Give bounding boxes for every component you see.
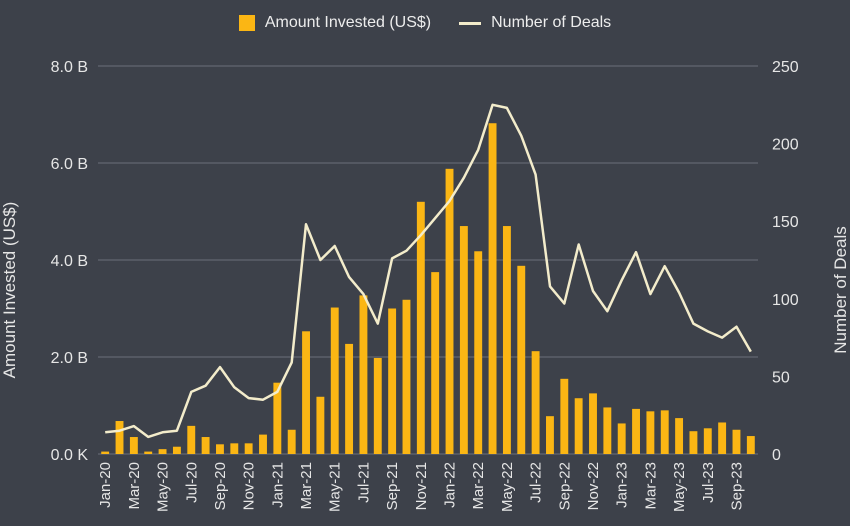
legend-item-amount: Amount Invested (US$) — [238, 14, 432, 32]
bar — [459, 226, 468, 454]
x-tick-label: May-23 — [671, 462, 688, 512]
x-tick-label: Jul-20 — [183, 462, 200, 503]
bar — [574, 398, 583, 454]
bar — [287, 429, 296, 454]
x-tick-label: Nov-22 — [585, 462, 602, 510]
bar — [531, 351, 540, 454]
bar — [718, 422, 727, 454]
bar — [603, 407, 612, 454]
x-tick-label: Jan-22 — [442, 462, 459, 508]
bar — [172, 446, 181, 454]
bar — [244, 443, 253, 454]
bar — [144, 451, 153, 454]
bar — [517, 265, 526, 454]
bar — [632, 408, 640, 454]
right-tick-label: 100 — [772, 292, 799, 309]
chart-legend: Amount Invested (US$) Number of Deals — [0, 14, 850, 32]
bar — [589, 393, 597, 454]
right-axis-title: Number of Deals — [831, 226, 850, 354]
legend-label-amount: Amount Invested (US$) — [264, 14, 432, 31]
x-tick-label: Mar-22 — [470, 462, 487, 510]
bar — [416, 201, 425, 454]
right-tick-label: 0 — [772, 447, 781, 464]
x-tick-label: May-21 — [327, 462, 344, 512]
x-tick-label: Mar-23 — [642, 462, 659, 510]
bar — [115, 421, 124, 454]
bar — [373, 357, 382, 454]
x-tick-label: Nov-20 — [241, 462, 258, 510]
bar — [646, 411, 655, 454]
x-tick-label: Jan-23 — [614, 462, 631, 508]
left-tick-label: 6.0 B — [51, 156, 88, 173]
bar — [359, 295, 368, 454]
bar — [259, 434, 267, 454]
right-tick-label: 150 — [772, 214, 799, 231]
left-tick-label: 0.0 K — [51, 447, 89, 464]
bar — [216, 444, 224, 454]
x-tick-label: Jan-21 — [269, 462, 286, 508]
left-tick-label: 2.0 B — [51, 350, 88, 367]
legend-swatch-bar — [238, 15, 255, 31]
right-tick-label: 250 — [772, 59, 799, 76]
bar — [488, 123, 497, 454]
x-tick-label: Nov-21 — [413, 462, 430, 510]
bar — [474, 251, 483, 454]
bar — [689, 431, 698, 454]
x-tick-label: Sep-20 — [212, 462, 229, 510]
x-tick-label: May-20 — [155, 462, 172, 512]
bar — [273, 382, 282, 454]
bar — [675, 418, 684, 454]
bar — [703, 428, 712, 454]
bar — [546, 416, 554, 454]
bar — [345, 343, 354, 454]
right-tick-label: 200 — [772, 137, 799, 154]
x-tick-label: Jul-22 — [528, 462, 545, 503]
bar — [316, 396, 325, 454]
bar — [187, 425, 196, 454]
left-axis-title: Amount Invested (US$) — [0, 202, 19, 379]
bar — [302, 331, 310, 454]
right-tick-label: 50 — [772, 369, 790, 386]
left-tick-label: 8.0 B — [51, 59, 88, 76]
legend-item-deals: Number of Deals — [459, 14, 611, 32]
bar — [129, 437, 138, 454]
legend-swatch-line — [459, 21, 482, 25]
bar — [402, 299, 411, 454]
deals-line — [105, 103, 752, 439]
bar — [560, 378, 569, 454]
bar — [732, 429, 741, 454]
bar — [660, 410, 669, 454]
bar — [230, 443, 239, 454]
bar — [158, 449, 167, 454]
left-tick-label: 4.0 B — [51, 253, 88, 270]
x-tick-label: Mar-20 — [126, 462, 143, 510]
x-tick-label: May-22 — [499, 462, 516, 512]
x-tick-label: Mar-21 — [298, 462, 315, 510]
bar — [445, 168, 454, 454]
x-tick-label: Sep-22 — [556, 462, 573, 510]
bar — [617, 423, 626, 454]
bar — [330, 307, 339, 454]
x-tick-label: Jan-20 — [97, 462, 114, 508]
x-tick-label: Jul-21 — [355, 462, 372, 503]
legend-label-deals: Number of Deals — [491, 14, 612, 31]
x-tick-label: Sep-23 — [728, 462, 745, 510]
bar — [388, 308, 397, 454]
bar — [431, 272, 440, 454]
x-tick-label: Sep-21 — [384, 462, 401, 510]
bar — [502, 226, 511, 454]
bar — [101, 451, 110, 454]
bar — [746, 436, 755, 454]
bar — [201, 437, 210, 454]
x-tick-label: Jul-23 — [700, 462, 717, 503]
